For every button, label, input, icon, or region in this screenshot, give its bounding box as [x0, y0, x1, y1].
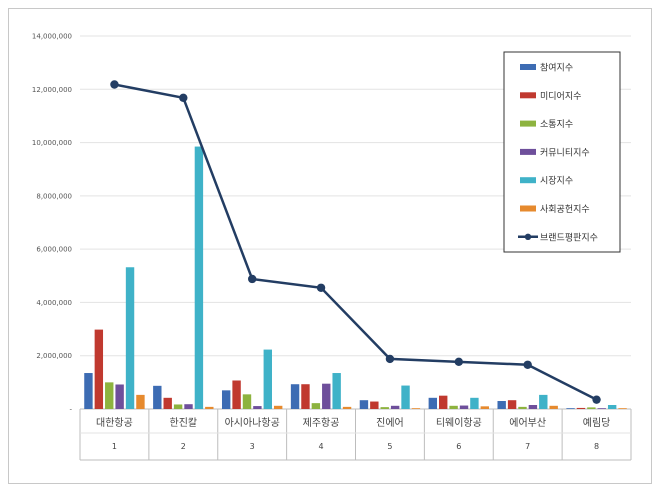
bar-1	[566, 408, 575, 409]
bar-5	[607, 405, 617, 409]
bar-3	[105, 382, 114, 409]
bar-6	[136, 394, 145, 409]
y-tick-label: 6,000,000	[36, 246, 72, 254]
bar-2	[232, 380, 241, 409]
bar-6	[411, 408, 421, 409]
y-tick-label: 8,000,000	[36, 192, 72, 200]
bar-3	[242, 394, 252, 409]
bar-3	[380, 407, 389, 409]
bar-6	[342, 406, 352, 409]
bar-2	[576, 407, 586, 409]
bar-2	[163, 397, 172, 409]
x-index-label: 3	[250, 442, 255, 451]
bar-4	[115, 384, 124, 409]
bar-6	[273, 405, 283, 409]
bar-1	[153, 385, 162, 409]
x-tick-label: 에어부산	[509, 417, 546, 429]
brand-index-point	[592, 395, 601, 404]
legend-label: 커뮤니티지수	[540, 147, 590, 158]
bar-1	[84, 373, 93, 409]
bar-1	[221, 390, 231, 409]
y-tick-label: -	[69, 406, 72, 414]
x-index-label: 5	[387, 442, 392, 451]
x-index-label: 6	[456, 442, 461, 451]
x-index-label: 8	[594, 442, 599, 451]
legend-label: 참여지수	[540, 62, 573, 74]
y-tick-label: 14,000,000	[32, 33, 72, 41]
x-tick-label: 대한항공	[96, 417, 133, 429]
brand-index-point	[179, 93, 188, 103]
x-tick-label: 티웨이항공	[436, 417, 482, 429]
brand-index-point	[385, 354, 395, 364]
legend-swatch-marker	[524, 233, 532, 240]
bar-5	[539, 394, 548, 409]
legend-swatch	[520, 92, 536, 99]
legend-label: 브랜드평판지수	[540, 232, 598, 243]
brand-index-point	[454, 357, 464, 367]
bar-4	[390, 405, 400, 409]
brand-index-point	[316, 283, 326, 292]
bar-5	[401, 385, 410, 409]
legend-swatch	[520, 148, 536, 155]
bar-6	[618, 408, 627, 409]
bar-5	[470, 397, 479, 409]
x-index-label: 2	[181, 442, 186, 451]
bar-3	[449, 405, 458, 409]
bar-3	[518, 406, 527, 409]
brand-index-point	[523, 360, 532, 369]
bar-1	[497, 401, 506, 409]
x-tick-label: 아시아나항공	[225, 417, 280, 429]
bar-4	[459, 405, 469, 409]
bar-2	[439, 395, 448, 409]
bar-2	[370, 401, 379, 409]
y-tick-label: 12,000,000	[32, 86, 72, 94]
bar-2	[507, 400, 517, 409]
bar-4	[184, 404, 193, 409]
bar-6	[549, 405, 558, 409]
brand-index-point	[110, 80, 119, 89]
legend-label: 미디어지수	[540, 91, 581, 102]
x-index-label: 1	[112, 442, 117, 451]
bar-6	[205, 406, 214, 409]
x-tick-label: 제주항공	[303, 417, 340, 429]
bar-5	[194, 146, 204, 409]
bar-4	[322, 383, 331, 409]
x-index-label: 7	[525, 442, 530, 451]
bar-4	[253, 406, 262, 409]
legend-swatch	[520, 64, 536, 70]
y-tick-label: 4,000,000	[36, 299, 72, 307]
bar-5	[332, 373, 341, 409]
bar-6	[480, 406, 490, 409]
y-tick-label: 2,000,000	[36, 352, 72, 360]
bar-5	[263, 349, 272, 409]
bar-3	[311, 403, 321, 409]
legend-swatch	[520, 120, 536, 127]
bar-3	[173, 404, 183, 409]
bar-2	[94, 329, 104, 409]
bar-1	[359, 400, 369, 409]
bar-2	[301, 384, 310, 409]
legend-swatch	[520, 205, 536, 212]
bar-4	[597, 408, 606, 409]
brand-index-point	[247, 274, 257, 284]
x-tick-label: 진에어	[376, 417, 404, 429]
bar-5	[125, 267, 135, 409]
legend-swatch	[520, 177, 536, 184]
bar-1	[428, 397, 438, 409]
bar-4	[528, 405, 538, 409]
legend-label: 사회공헌지수	[540, 204, 590, 215]
x-tick-label: 예림당	[583, 417, 611, 429]
x-tick-label: 한진칼	[170, 416, 198, 429]
legend-label: 시장지수	[540, 176, 573, 187]
y-tick-label: 10,000,000	[32, 139, 72, 147]
bar-3	[587, 407, 596, 409]
legend-label: 소통지수	[540, 119, 573, 130]
brand-index-line	[114, 83, 598, 401]
bar-1	[290, 384, 300, 409]
x-index-label: 4	[319, 442, 324, 451]
